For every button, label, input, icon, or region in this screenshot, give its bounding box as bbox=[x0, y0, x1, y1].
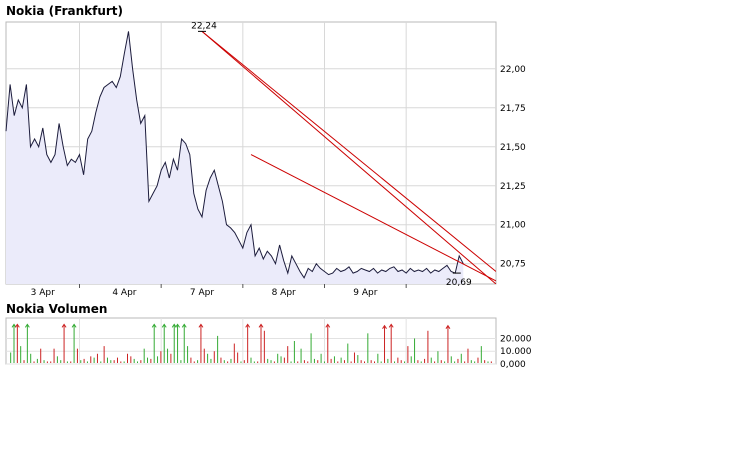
annotation-label: 20,69 bbox=[446, 278, 472, 288]
volume-clip-arrow bbox=[61, 323, 67, 328]
volume-clip-arrow bbox=[24, 323, 30, 328]
volume-clip-arrow bbox=[11, 323, 17, 328]
y-tick-label: 21,00 bbox=[500, 221, 526, 231]
x-tick-label: 3 Apr bbox=[31, 288, 55, 298]
price-line bbox=[5, 31, 464, 279]
x-tick-label: 4 Apr bbox=[112, 288, 136, 298]
volume-clip-arrow bbox=[445, 324, 451, 329]
volume-clip-arrow bbox=[245, 323, 251, 328]
y-tick-label: 21,25 bbox=[500, 182, 526, 192]
y-tick-label: 20,75 bbox=[500, 260, 526, 270]
price-area bbox=[6, 31, 464, 285]
y-tick-label: 22,00 bbox=[500, 65, 526, 75]
y-tick-label: 21,75 bbox=[500, 104, 526, 114]
volume-clip-arrow bbox=[71, 323, 77, 328]
volume-clip-arrow bbox=[175, 323, 180, 328]
volume-clip-arrow bbox=[14, 323, 20, 328]
x-tick-label: 9 Apr bbox=[353, 288, 377, 298]
chart-title: Nokia (Frankfurt) bbox=[6, 4, 124, 18]
annotation-label: 22,24 bbox=[191, 21, 217, 31]
volume-clip-arrow bbox=[171, 323, 177, 328]
trend-line bbox=[201, 30, 496, 284]
volume-y-tick-label: 10.000 bbox=[500, 347, 532, 357]
volume-clip-arrow bbox=[181, 323, 187, 328]
trend-line bbox=[250, 154, 496, 282]
x-tick-label: 7 Apr bbox=[190, 288, 214, 298]
volume-clip-arrow bbox=[151, 323, 157, 328]
volume-y-tick-label: 20.000 bbox=[500, 334, 532, 344]
volume-y-tick-label: 0,000 bbox=[500, 360, 526, 370]
volume-clip-arrow bbox=[382, 324, 387, 329]
volume-chart-title: Nokia Volumen bbox=[6, 302, 108, 316]
volume-clip-arrow bbox=[161, 323, 167, 328]
volume-clip-arrow bbox=[325, 323, 331, 328]
trend-line bbox=[201, 30, 496, 272]
volume-clip-arrow bbox=[258, 323, 264, 328]
y-tick-label: 21,50 bbox=[500, 143, 526, 153]
volume-clip-arrow bbox=[198, 323, 204, 328]
x-tick-label: 8 Apr bbox=[272, 288, 296, 298]
volume-clip-arrow bbox=[388, 323, 394, 328]
